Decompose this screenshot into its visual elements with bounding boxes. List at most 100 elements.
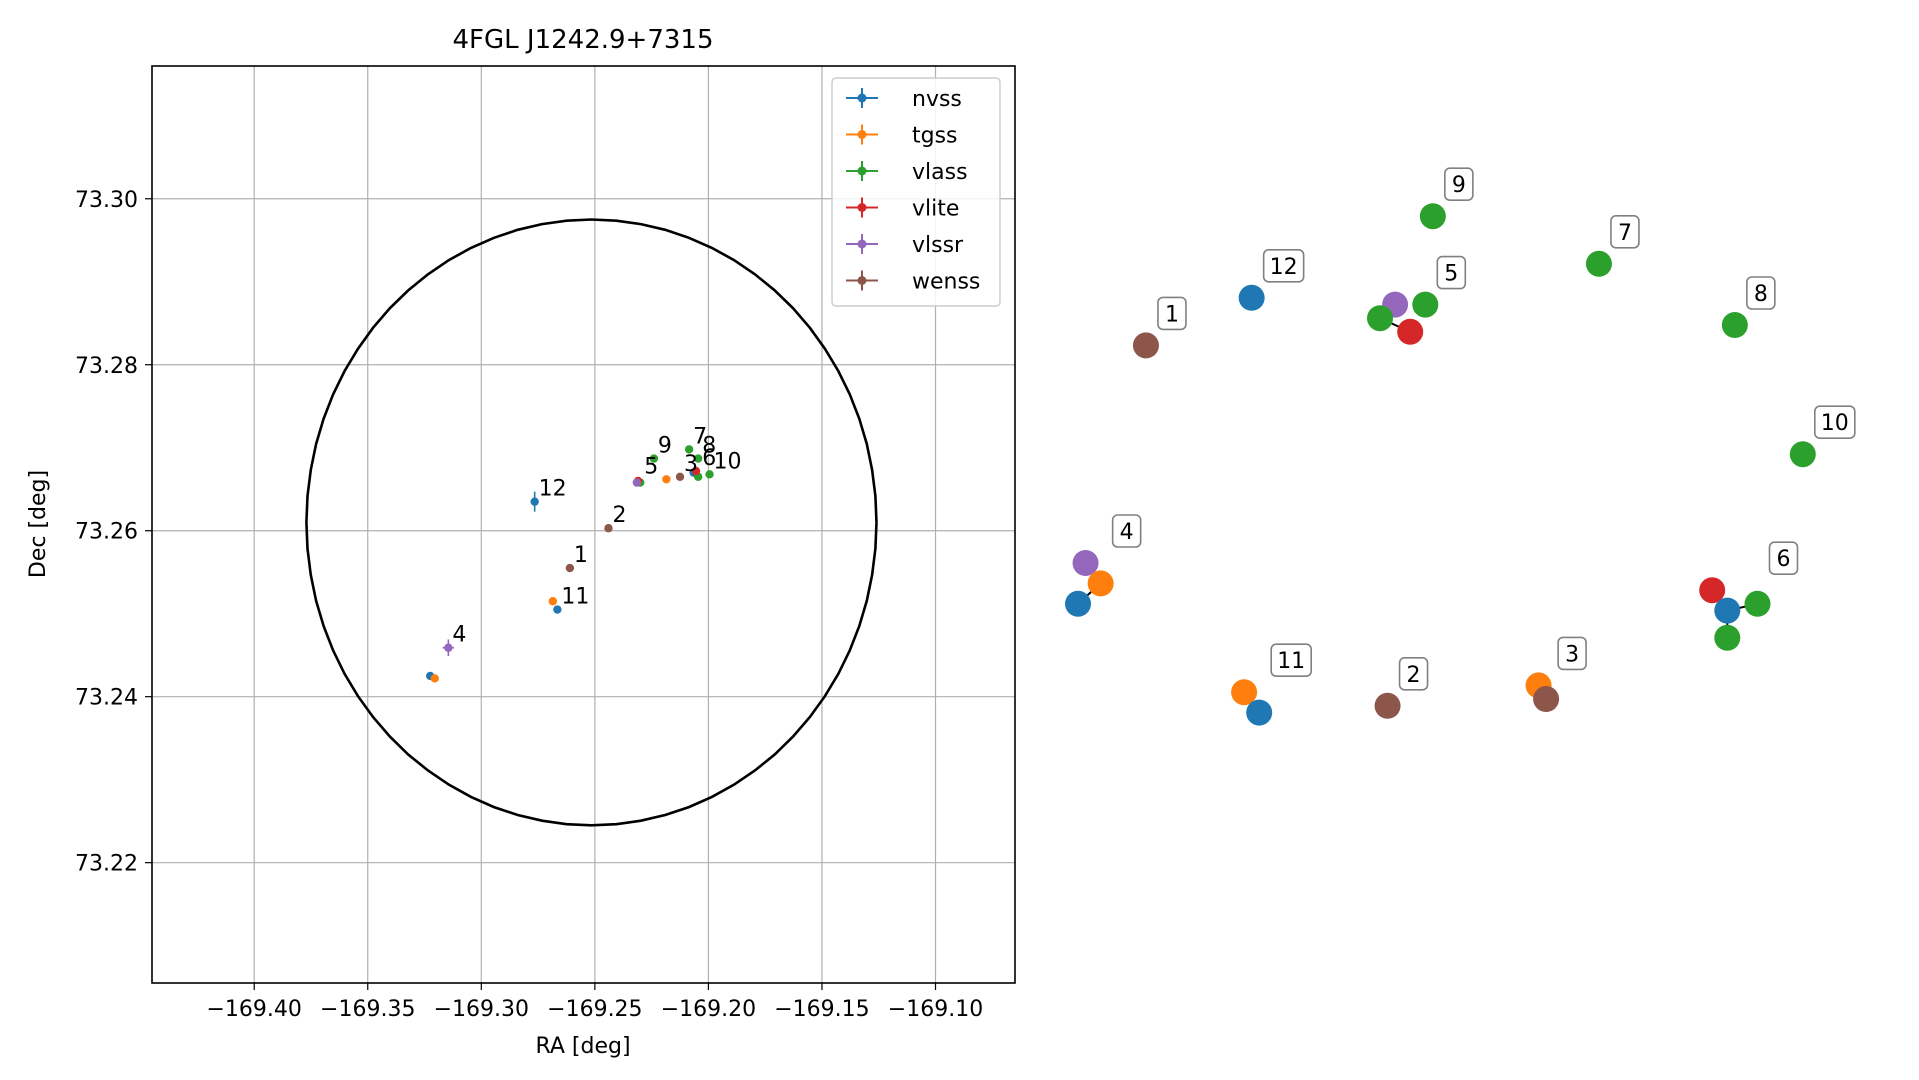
group-label-box: [1398, 656, 1429, 691]
vlssr-node: [1072, 550, 1099, 576]
group-label: 5: [1444, 262, 1458, 287]
group-label: 10: [1821, 411, 1849, 436]
group-label-box: [1444, 167, 1474, 201]
group-label-box: [1262, 249, 1305, 283]
legend-marker-tgss: [857, 130, 867, 139]
wenss-point: [675, 472, 685, 481]
wenss-node: [1374, 692, 1401, 719]
vlass-point: [649, 454, 659, 463]
nvss-point: [553, 605, 562, 614]
nvss-node: [1714, 597, 1741, 624]
tgss-point: [430, 674, 439, 683]
vlass-node: [1585, 250, 1612, 277]
x-tick-label: −169.30: [434, 997, 529, 1022]
vlass-node: [1789, 441, 1816, 468]
x-tick-label: −169.10: [888, 997, 983, 1022]
group-label: 6: [1777, 547, 1791, 572]
x-tick-label: −169.15: [774, 997, 869, 1022]
point-label: 8: [702, 434, 716, 459]
point-label: 1: [574, 543, 588, 568]
legend-marker-vlssr: [857, 239, 867, 249]
group-label-box: [1768, 541, 1799, 576]
group-label: 1: [1165, 302, 1179, 327]
vlite-node: [1699, 577, 1726, 604]
point-label: 2: [612, 503, 626, 528]
legend-marker-wenss: [857, 276, 867, 285]
point-label: 9: [658, 434, 672, 459]
x-axis-label: RA [deg]: [535, 1034, 630, 1059]
legend-label-vlite: vlite: [912, 197, 959, 222]
tgss-point: [662, 475, 671, 484]
point-label: 11: [561, 585, 589, 610]
vlite-point: [691, 466, 701, 476]
legend-label-wenss: wenss: [912, 270, 980, 295]
group-label: 12: [1270, 255, 1298, 280]
nvss-node: [1238, 284, 1265, 311]
y-tick-label: 73.22: [75, 852, 138, 877]
group-label-box: [1436, 255, 1467, 290]
vlass-node: [1744, 590, 1771, 617]
nvss-point: [530, 497, 539, 506]
point-label: 10: [714, 449, 742, 474]
grid: [152, 66, 1015, 983]
y-tick-label: 73.30: [75, 188, 138, 213]
y-tick-label: 73.26: [75, 520, 138, 545]
vlass-node: [1412, 291, 1439, 318]
legend-label-nvss: nvss: [912, 87, 962, 112]
group-label: 8: [1754, 282, 1768, 307]
group-label-box: [1111, 514, 1142, 548]
data-points: [426, 445, 714, 683]
legend-label-vlass: vlass: [912, 160, 968, 185]
group-label-box: [1557, 636, 1587, 671]
vlass-point: [684, 445, 694, 454]
y-tick-label: 73.28: [75, 354, 138, 379]
legend: nvss tgss vlass vlite vlssr wenss: [831, 77, 1001, 307]
point-label: 3: [684, 452, 698, 477]
legend-marker-vlite: [857, 203, 867, 212]
vlssr-point: [444, 643, 453, 652]
tgss-node: [1231, 679, 1258, 706]
group-label-box: [1814, 405, 1856, 440]
group-label: 7: [1618, 221, 1632, 246]
group-label-box: [1270, 643, 1312, 678]
legend-marker-vlass: [857, 166, 867, 176]
error-circle: [305, 218, 878, 827]
vlass-node: [1714, 624, 1741, 651]
axis-ticks: −169.40 −169.35 −169.30 −169.25 −169.20 −169.…: [75, 188, 983, 1022]
point-label: 12: [539, 477, 567, 502]
legend-marker-nvss: [857, 93, 867, 103]
point-label: 4: [452, 623, 466, 648]
legend-label-tgss: tgss: [912, 124, 958, 149]
group-label-box: [1746, 276, 1776, 310]
group-label-box: [1610, 215, 1640, 249]
vlass-point: [693, 454, 703, 463]
x-tick-label: −169.20: [661, 997, 756, 1022]
wenss-point: [565, 563, 575, 573]
vlssr-point: [632, 478, 642, 487]
vlass-node: [1367, 305, 1393, 332]
plot-frame: [151, 65, 1016, 984]
x-tick-label: −169.25: [547, 997, 642, 1022]
error-circle-layer: [305, 218, 878, 827]
tgss-point: [548, 597, 558, 606]
group-label: 3: [1565, 642, 1579, 667]
x-tick-label: −169.35: [320, 997, 415, 1022]
y-axis-label: Dec [deg]: [26, 470, 51, 578]
vlass-point: [705, 470, 714, 479]
nvss-node: [1246, 699, 1273, 726]
y-tick-label: 73.24: [75, 686, 138, 711]
vlite-node: [1397, 318, 1424, 345]
wenss-point: [604, 524, 613, 533]
group-label-box: [1157, 296, 1187, 331]
group-label: 11: [1277, 649, 1305, 674]
vlass-node: [1419, 203, 1446, 230]
vlass-node: [1721, 312, 1748, 338]
chart-title: 4FGL J1242.9+7315: [453, 25, 714, 55]
tgss-node: [1087, 570, 1114, 597]
legend-label-vlssr: vlssr: [912, 233, 964, 258]
point-label: 5: [644, 454, 658, 479]
